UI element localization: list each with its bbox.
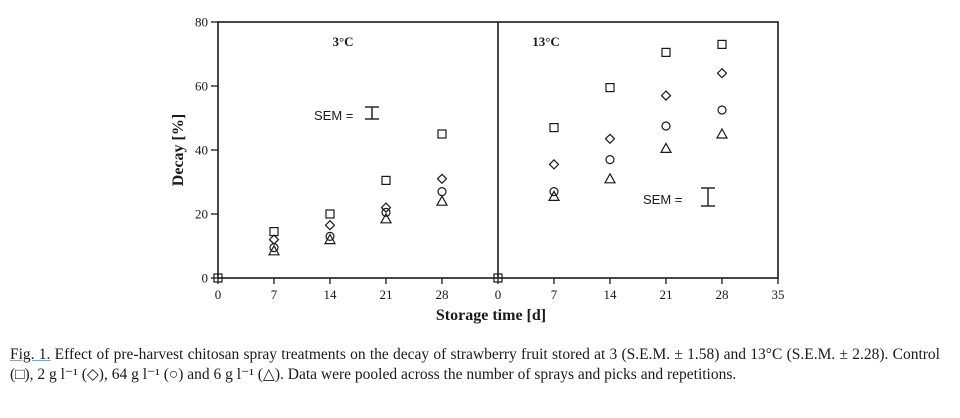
- x-tick-label: 28: [716, 287, 729, 302]
- diamond-marker: [660, 90, 672, 101]
- y-tick-label: 40: [195, 143, 208, 158]
- circle-marker: [717, 105, 727, 115]
- sem-error-bar-icon: [701, 187, 715, 207]
- diamond-marker: [716, 67, 728, 79]
- triangle-marker: [435, 194, 449, 206]
- square-marker: [717, 39, 727, 50]
- figure-caption: Fig. 1. Effect of pre-harvest chitosan s…: [10, 345, 940, 385]
- x-tick-label: 21: [660, 287, 673, 302]
- circle-marker: [437, 187, 447, 197]
- x-tick-label: 7: [271, 287, 278, 302]
- diamond-marker: [548, 159, 560, 170]
- x-tick-label: 35: [772, 287, 785, 302]
- panel-label: 3°C: [332, 34, 353, 49]
- sem-label: SEM =: [643, 192, 682, 207]
- sem-label: SEM =: [314, 108, 353, 123]
- y-tick-label: 20: [195, 207, 208, 222]
- x-tick-label: 14: [604, 287, 618, 302]
- x-tick-label: 28: [436, 287, 449, 302]
- diamond-marker: [436, 173, 448, 185]
- y-axis-label: Decay [%]: [170, 114, 187, 186]
- x-tick-label: 14: [324, 287, 338, 302]
- square-marker: [213, 273, 223, 283]
- caption-text: Effect of pre-harvest chitosan spray tre…: [10, 346, 940, 383]
- y-tick-label: 0: [202, 271, 209, 286]
- circle-marker: [269, 243, 279, 253]
- diamond-marker: [380, 202, 392, 213]
- circle-marker: [381, 207, 391, 217]
- triangle-marker: [323, 233, 337, 245]
- circle-marker: [661, 121, 671, 131]
- triangle-marker: [547, 190, 561, 201]
- diamond-marker: [268, 234, 280, 245]
- circle-marker: [549, 187, 559, 197]
- square-marker: [605, 82, 615, 93]
- x-tick-label: 0: [495, 287, 502, 302]
- triangle-marker: [603, 172, 617, 184]
- triangle-marker: [715, 127, 729, 139]
- square-marker: [437, 129, 447, 139]
- y-tick-label: 60: [195, 79, 208, 94]
- diamond-marker: [604, 133, 616, 145]
- diamond-marker: [324, 219, 336, 231]
- square-marker: [381, 175, 391, 185]
- triangle-marker: [659, 142, 673, 153]
- triangle-marker: [267, 244, 281, 256]
- sem-error-bar-icon: [365, 106, 379, 120]
- square-marker: [549, 122, 559, 133]
- panel-label: 13°C: [532, 34, 560, 49]
- y-tick-label: 80: [195, 15, 208, 30]
- figure-reference-link[interactable]: Fig. 1.: [10, 346, 51, 363]
- x-tick-label: 0: [215, 287, 222, 302]
- square-marker: [493, 273, 503, 283]
- decay-chart: 0 20 40 60 80 Decay [%] 0 7 14 21 28 3°C 0 7 14 21 28 35 1…: [170, 15, 785, 325]
- circle-marker: [325, 231, 335, 241]
- square-marker: [325, 209, 335, 219]
- square-marker: [661, 47, 671, 58]
- circle-marker: [605, 155, 615, 165]
- triangle-marker: [379, 212, 393, 224]
- x-tick-label: 21: [380, 287, 393, 302]
- x-tick-label: 7: [551, 287, 558, 302]
- x-axis-label: Storage time [d]: [436, 307, 546, 324]
